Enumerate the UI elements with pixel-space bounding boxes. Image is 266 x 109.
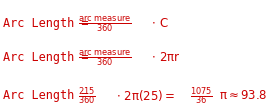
Text: $\frac{\mathsf{215}}{\mathsf{360}}$: $\frac{\mathsf{215}}{\mathsf{360}}$ (78, 85, 96, 107)
Text: $\mathsf{\cdot\ 2\pi r}$: $\mathsf{\cdot\ 2\pi r}$ (148, 51, 180, 64)
Text: $\frac{\mathsf{1075}}{\mathsf{36}}$: $\frac{\mathsf{1075}}{\mathsf{36}}$ (190, 85, 213, 107)
Text: $\frac{\mathsf{arc\ measure}}{\mathsf{360}}$: $\frac{\mathsf{arc\ measure}}{\mathsf{36… (78, 14, 132, 34)
Text: $\mathsf{\cdot}$ C: $\mathsf{\cdot}$ C (148, 17, 168, 31)
Text: Arc Length =: Arc Length = (3, 51, 95, 64)
Text: Arc Length =: Arc Length = (3, 17, 95, 31)
Text: $\frac{\mathsf{arc\ measure}}{\mathsf{360}}$: $\frac{\mathsf{arc\ measure}}{\mathsf{36… (78, 48, 132, 68)
Text: $\mathsf{\pi \approx 93.81}$: $\mathsf{\pi \approx 93.81}$ (219, 89, 266, 102)
Text: $\mathsf{\cdot\ 2\pi(25) = }$: $\mathsf{\cdot\ 2\pi(25) = }$ (116, 88, 175, 103)
Text: Arc Length =: Arc Length = (3, 89, 95, 102)
